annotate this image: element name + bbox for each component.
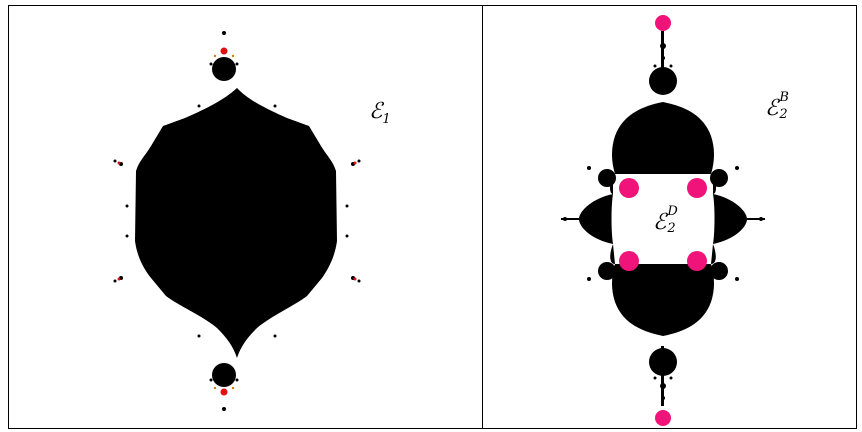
right-bottom-pink-bulb — [655, 410, 671, 426]
right-pink-bulb-tr — [687, 178, 707, 198]
left-bottom-red-dot — [220, 388, 228, 396]
label-e2b-sub: 2 — [779, 107, 788, 122]
label-e2d-sup: D — [667, 204, 678, 219]
label-e1-letter: ℰ — [369, 99, 383, 124]
right-top-bulb — [649, 67, 677, 95]
label-e2b-letter: ℰ — [765, 96, 779, 121]
right-right-lobe — [713, 194, 747, 244]
right-fractal — [561, 15, 765, 426]
left-bottom-bulb — [212, 363, 236, 387]
figure-frame: ℰ1 — [8, 5, 857, 429]
right-bottom-lobe — [612, 264, 714, 336]
right-pink-bulb-br — [687, 251, 707, 271]
right-top-lobe — [612, 102, 714, 174]
left-panel: ℰ1 — [9, 6, 483, 428]
right-pink-bulb-bl — [619, 251, 639, 271]
left-main-body — [135, 88, 337, 358]
label-e1: ℰ1 — [369, 99, 391, 127]
label-e2b-sup: B — [779, 90, 789, 105]
label-e2d-sub: 2 — [667, 221, 676, 236]
right-bottom-bulb — [649, 348, 677, 376]
label-e1-sub: 1 — [382, 112, 391, 127]
label-e2d-letter: ℰ — [653, 210, 667, 235]
right-top-pink-bulb — [655, 15, 671, 31]
right-left-lobe — [579, 194, 613, 244]
left-top-red-dot — [220, 47, 228, 55]
left-top-bulb — [212, 57, 236, 81]
left-edge-details — [113, 104, 361, 338]
left-fractal — [113, 31, 361, 411]
right-pink-bulb-tl — [619, 178, 639, 198]
